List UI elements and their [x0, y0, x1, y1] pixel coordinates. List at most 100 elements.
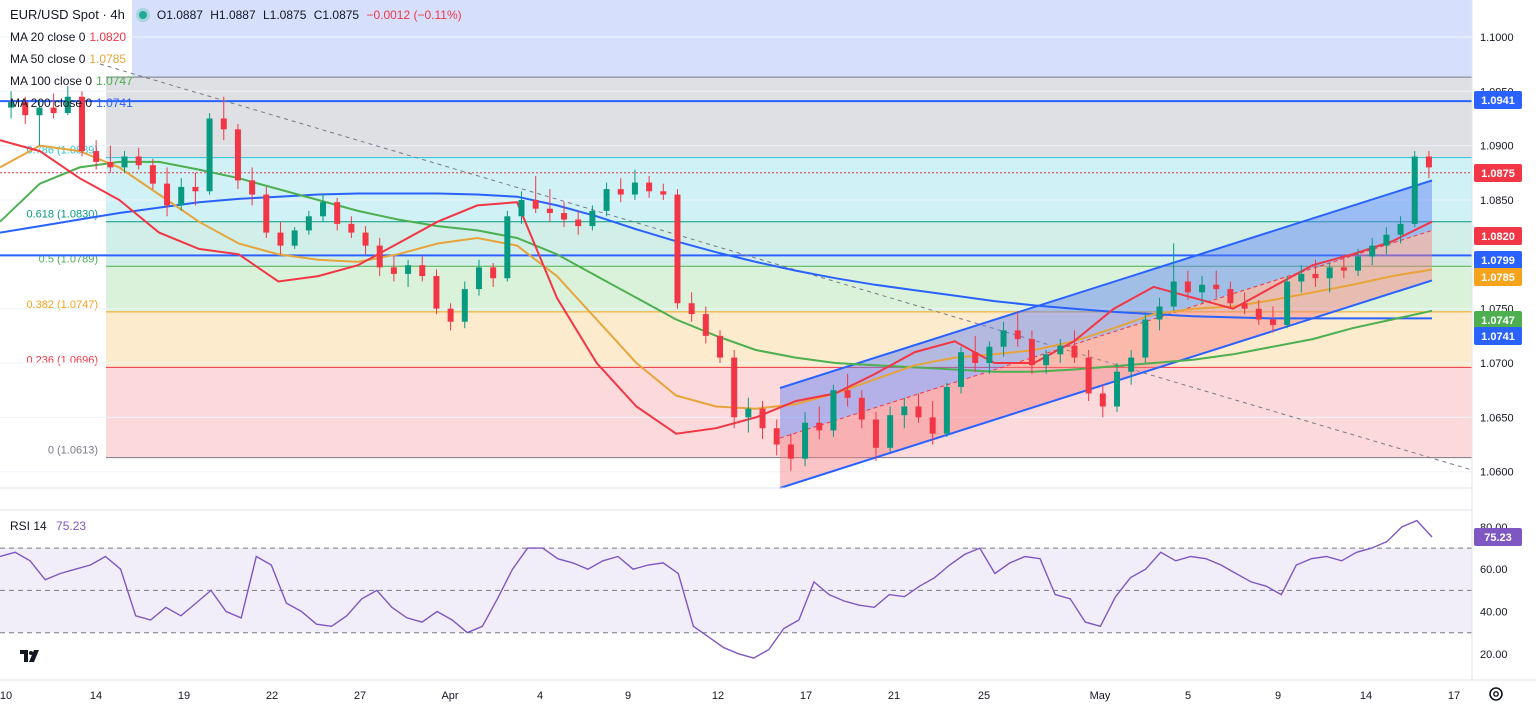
- candle-body: [674, 194, 681, 304]
- candle-body: [263, 194, 270, 233]
- price-label-text: 1.0741: [1481, 331, 1515, 343]
- candle: [1043, 349, 1050, 374]
- candle: [1128, 349, 1135, 385]
- candle-body: [561, 213, 568, 220]
- candle: [504, 210, 511, 282]
- ma20-line: [0, 139, 1433, 435]
- ma50-line: [0, 144, 1433, 410]
- candle-body: [220, 118, 227, 130]
- ma20-legend[interactable]: MA 20 close 0 1.0820: [10, 30, 127, 44]
- fib-band-top: [132, 0, 1472, 78]
- candle-body: [348, 223, 355, 233]
- candle: [1269, 306, 1276, 333]
- channel-upper-fill: [780, 180, 1432, 439]
- regression-channel: [779, 179, 1433, 489]
- tradingview-logo-icon[interactable]: [18, 648, 42, 664]
- candle: [617, 178, 624, 203]
- x-tick-label: 14: [90, 690, 102, 702]
- candle-body: [249, 180, 256, 195]
- candle: [78, 91, 85, 157]
- candle: [1383, 227, 1390, 255]
- candle: [64, 85, 71, 116]
- candle-body: [305, 216, 312, 231]
- candle: [93, 140, 100, 170]
- candle: [376, 238, 383, 277]
- x-tick-label: 10: [0, 690, 12, 702]
- candle: [1028, 330, 1035, 374]
- candle: [1057, 339, 1064, 364]
- candle-body: [986, 346, 993, 364]
- symbol-title[interactable]: EUR/USD Spot · 4h: [10, 7, 125, 22]
- candle-body: [461, 289, 468, 322]
- candle-body: [915, 406, 922, 418]
- candle: [915, 393, 922, 423]
- candle: [1298, 265, 1305, 293]
- candle-body: [121, 156, 128, 168]
- ma100-legend[interactable]: MA 100 close 0 1.0747: [10, 74, 133, 88]
- rsi-legend[interactable]: RSI 14 75.23: [10, 519, 86, 533]
- candle: [575, 210, 582, 235]
- high-value: H1.0887: [210, 8, 256, 22]
- candle: [1397, 216, 1404, 244]
- candle-body: [1397, 223, 1404, 235]
- candle-body: [36, 107, 43, 116]
- settings-gear-icon[interactable]: [1486, 684, 1506, 704]
- candle: [816, 406, 823, 440]
- candle-body: [234, 129, 241, 181]
- candle-body: [589, 210, 596, 227]
- y-tick-label: 1.1000: [1480, 32, 1514, 44]
- candle-body: [93, 151, 100, 162]
- chart-legend: EUR/USD Spot · 4h O1.0887 H1.0887 L1.087…: [10, 4, 466, 114]
- candle-body: [546, 208, 553, 214]
- candle: [1170, 243, 1177, 311]
- candle-body: [320, 202, 327, 217]
- ma50-legend[interactable]: MA 50 close 0 1.0785: [10, 52, 127, 66]
- level-lines: [0, 63, 1473, 471]
- candle: [1085, 349, 1092, 402]
- candle-body: [1128, 357, 1135, 372]
- candle-body: [745, 408, 752, 418]
- candle-body: [518, 199, 525, 217]
- candle: [1184, 270, 1191, 300]
- candle: [405, 259, 412, 287]
- rsi-value-label: 75.23: [1474, 528, 1522, 547]
- candle: [1411, 151, 1418, 228]
- candle-body: [1425, 156, 1432, 168]
- candle-body: [1085, 357, 1092, 394]
- candle: [844, 373, 851, 407]
- price-label-text: 1.0820: [1481, 231, 1515, 243]
- x-tick-label: 21: [888, 690, 900, 702]
- candle: [192, 172, 199, 206]
- candle: [1284, 276, 1291, 329]
- x-tick-label: 9: [625, 690, 631, 702]
- candle: [589, 205, 596, 231]
- fib-label: 0 (1.0613): [48, 445, 98, 457]
- candle: [390, 256, 397, 282]
- candle: [958, 346, 965, 394]
- candle-body: [660, 191, 667, 195]
- candle: [1213, 270, 1220, 298]
- ma200-legend[interactable]: MA 200 close 0 1.0741: [10, 96, 133, 110]
- candle-body: [646, 182, 653, 192]
- candle-body: [929, 417, 936, 434]
- price-label-bg: [1474, 91, 1522, 109]
- candle: [419, 256, 426, 282]
- candle: [277, 221, 284, 255]
- candle-body: [419, 265, 426, 277]
- candle-body: [532, 199, 539, 209]
- candle: [305, 210, 312, 235]
- price-label-bg: [1474, 251, 1522, 269]
- candle: [320, 194, 327, 222]
- candle-body: [1284, 281, 1291, 325]
- candle: [731, 349, 738, 429]
- rsi-tick-label: 40.00: [1480, 607, 1508, 619]
- candle-body: [1071, 345, 1078, 358]
- candle-body: [1411, 156, 1418, 224]
- candle: [802, 411, 809, 467]
- candle: [943, 382, 950, 437]
- candle-body: [1113, 371, 1120, 407]
- x-tick-label: 4: [537, 690, 543, 702]
- candle-body: [433, 276, 440, 309]
